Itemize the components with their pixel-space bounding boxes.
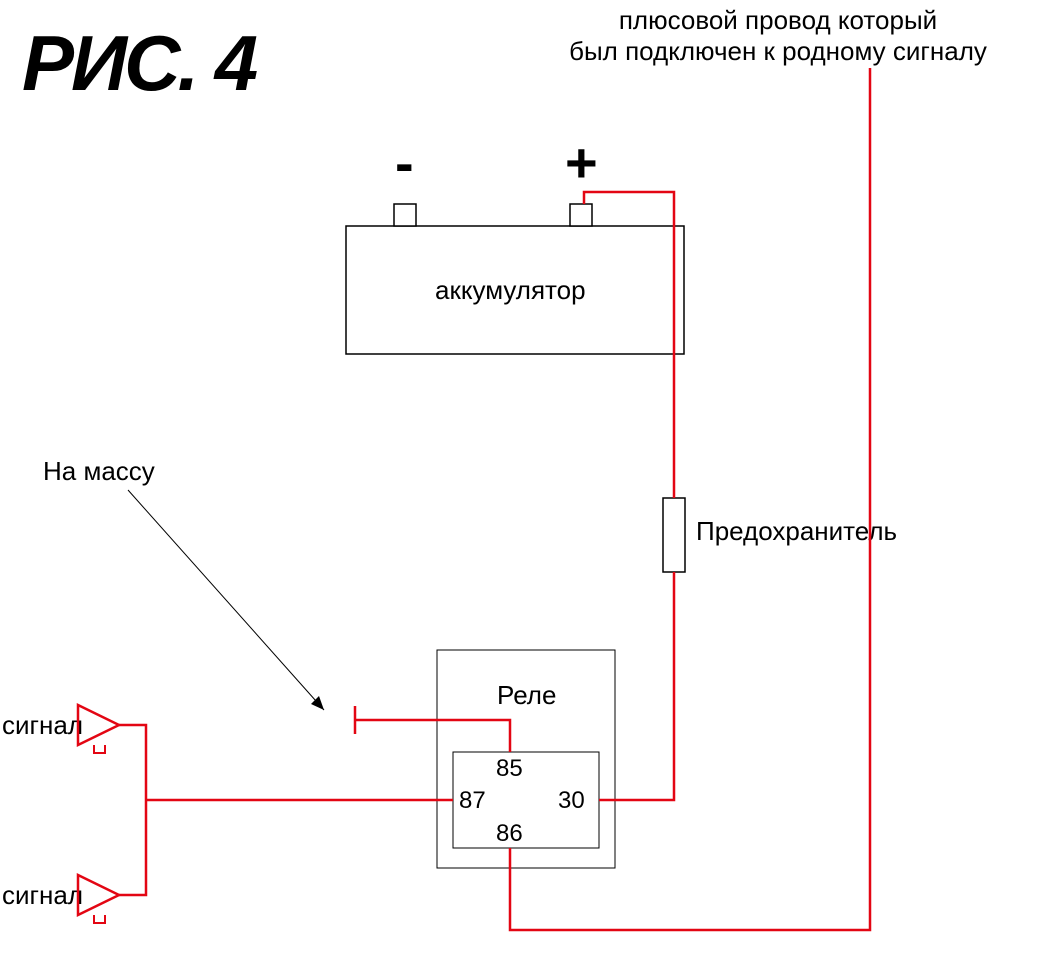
battery-box bbox=[346, 226, 684, 354]
wire-fuse-to-30 bbox=[599, 572, 674, 800]
wiring-diagram: РИС. 4 плюсовой провод который был подкл… bbox=[0, 0, 1055, 973]
fuse-box bbox=[663, 498, 685, 572]
ground-arrow-line bbox=[128, 490, 324, 710]
diagram-svg bbox=[0, 0, 1055, 973]
wire-to-signal2 bbox=[119, 800, 146, 895]
signal2-icon bbox=[78, 875, 119, 923]
wire-86-to-original bbox=[510, 68, 870, 930]
signal1-icon bbox=[78, 705, 119, 753]
relay-outer-box bbox=[437, 650, 615, 868]
battery-pos-terminal bbox=[570, 204, 592, 226]
relay-inner-box bbox=[453, 752, 599, 848]
wire-plus-to-fuse bbox=[584, 192, 674, 498]
wire-85-to-ground bbox=[355, 720, 510, 752]
battery-neg-terminal bbox=[394, 204, 416, 226]
wire-to-signal1 bbox=[119, 725, 146, 800]
